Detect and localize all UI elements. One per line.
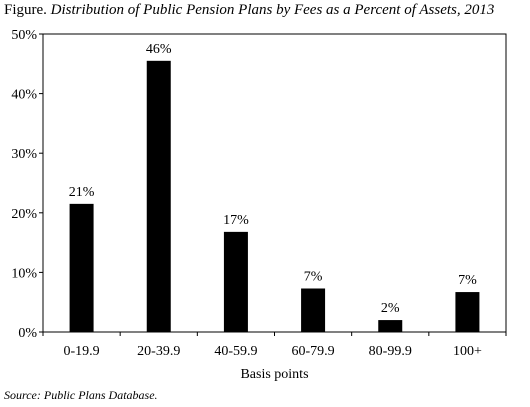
data-label: 2% — [381, 301, 400, 316]
x-axis-title: Basis points — [240, 367, 308, 382]
figure-title-text: Distribution of Public Pension Plans by … — [50, 2, 495, 18]
data-label: 46% — [146, 42, 172, 57]
bar-80-99.9 — [378, 320, 403, 332]
figure-title: Figure. Distribution of Public Pension P… — [4, 2, 494, 19]
x-tick-label: 0-19.9 — [63, 344, 99, 359]
x-tick-label: 100+ — [453, 344, 482, 359]
y-tick-label: 20% — [11, 207, 37, 222]
source-note: Source: Public Plans Database. — [4, 388, 158, 402]
x-tick-label: 60-79.9 — [291, 344, 334, 359]
data-label: 7% — [458, 273, 477, 288]
data-label: 17% — [223, 213, 249, 228]
x-tick-label: 20-39.9 — [137, 344, 180, 359]
bar-20-39.9 — [146, 60, 171, 332]
bar-100+ — [455, 292, 480, 332]
plot-area — [42, 33, 507, 333]
x-tick-label: 80-99.9 — [369, 344, 412, 359]
y-tick-label: 30% — [11, 147, 37, 162]
bar-0-19.9 — [69, 203, 94, 332]
bar-60-79.9 — [301, 288, 326, 332]
data-label: 21% — [69, 185, 95, 200]
y-tick-label: 50% — [11, 28, 37, 43]
x-tick-label: 40-59.9 — [214, 344, 257, 359]
y-tick-label: 0% — [18, 326, 37, 341]
bar-40-59.9 — [223, 231, 248, 332]
y-tick-label: 40% — [11, 88, 37, 103]
data-label: 7% — [304, 269, 323, 284]
y-tick-label: 10% — [11, 266, 37, 281]
figure-title-lead: Figure. — [4, 2, 47, 18]
